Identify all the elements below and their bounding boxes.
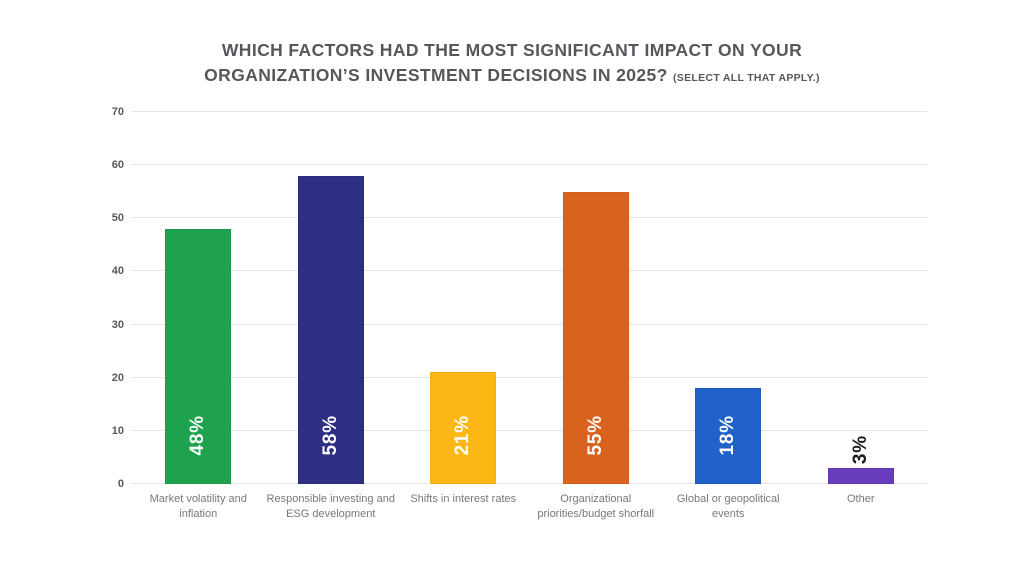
x-axis-category-label-3: Shifts in interest rates — [410, 493, 517, 505]
gridline-y-30 — [132, 323, 927, 325]
chart-title-line-2: ORGANIZATION’S INVESTMENT DECISIONS IN 2… — [82, 63, 942, 88]
gridline-y-0 — [132, 483, 927, 484]
bar-1: 48% — [165, 228, 232, 484]
y-axis-tick-label-40: 40 — [111, 265, 124, 278]
bar-value-label-6: 3% — [849, 435, 871, 465]
bar-4: 55% — [562, 191, 629, 484]
x-axis-category-label-4: Organizational priorities/budget shorfal… — [537, 493, 655, 520]
y-axis-tick-label-60: 60 — [111, 159, 124, 172]
y-axis-tick-label-50: 50 — [111, 212, 124, 225]
gridline-y-40 — [132, 270, 927, 272]
gridline-y-50 — [132, 217, 927, 219]
chart-title-text-1: WHICH FACTORS HAD THE MOST SIGNIFICANT I… — [221, 40, 803, 60]
bar-value-label-2: 58% — [319, 414, 341, 455]
bar-value-label-3: 21% — [452, 414, 474, 455]
bar-value-label-5: 18% — [717, 414, 739, 455]
y-axis-tick-label-0: 0 — [117, 478, 124, 490]
x-axis-category-label-5: Global or geopolitical events — [676, 493, 780, 520]
chart-title-text-2: ORGANIZATION’S INVESTMENT DECISIONS IN 2… — [204, 65, 668, 86]
gridline-y-10 — [132, 429, 927, 431]
x-axis-category-labels: Market volatility and inflation Responsib… — [132, 492, 927, 532]
chart-title: WHICH FACTORS HAD THE MOST SIGNIFICANT I… — [82, 38, 942, 89]
gridline-y-60 — [132, 164, 927, 166]
bar-2: 58% — [297, 175, 364, 484]
gridline-y-70 — [132, 111, 927, 112]
chart-subtitle-note: (SELECT ALL THAT APPLY.) — [673, 72, 820, 85]
bar-6: 3% — [827, 435, 894, 484]
y-axis-tick-label-30: 30 — [111, 318, 124, 331]
bar-5: 18% — [695, 388, 762, 484]
y-axis-tick-label-10: 10 — [111, 424, 124, 437]
bar-value-label-4: 55% — [584, 414, 606, 455]
chart-title-line-1: WHICH FACTORS HAD THE MOST SIGNIFICANT I… — [82, 38, 942, 63]
x-axis-category-label-1: Market volatility and inflation — [149, 493, 247, 520]
y-axis-tick-label-20: 20 — [111, 371, 124, 384]
plot-area: 0 10 20 30 40 50 60 70 48% 58% 21% 55% 18% 3% Market v… — [112, 106, 927, 520]
y-axis-tick-label-70: 70 — [111, 106, 124, 118]
bar-3: 21% — [430, 372, 497, 484]
x-axis-category-label-6: Other — [846, 493, 875, 505]
gridline-y-20 — [132, 376, 927, 378]
x-axis-category-label-2: Responsible investing and ESG developmen… — [266, 493, 395, 520]
bar-value-label-1: 48% — [187, 414, 209, 455]
